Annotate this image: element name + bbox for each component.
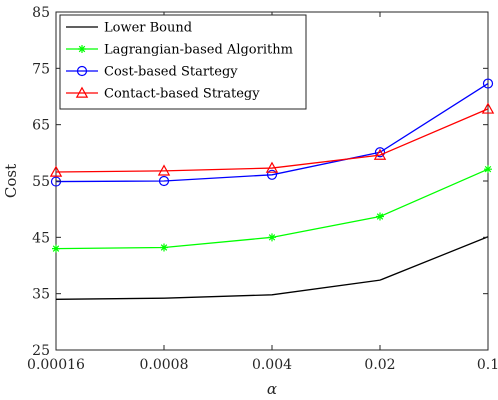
data-point xyxy=(482,78,494,89)
x-tick-label: 0.02 xyxy=(364,357,395,373)
legend-label: Lagrangian-based Algorithm xyxy=(104,43,293,58)
data-point xyxy=(52,244,60,253)
series-layer xyxy=(49,78,495,300)
series-0 xyxy=(55,236,489,300)
data-point xyxy=(481,102,495,114)
y-tick-label: 45 xyxy=(32,230,50,246)
data-point xyxy=(158,175,170,187)
x-tick-label: 0.0008 xyxy=(140,357,189,373)
y-tick-label: 35 xyxy=(32,287,50,303)
legend-marker xyxy=(78,45,86,53)
data-point xyxy=(373,148,387,160)
x-tick-label: 0.00016 xyxy=(27,357,85,373)
y-tick-label: 85 xyxy=(32,5,50,21)
data-point xyxy=(376,212,384,221)
data-point xyxy=(265,161,279,173)
series-line xyxy=(55,108,489,173)
series-line xyxy=(55,236,489,300)
data-point xyxy=(50,176,62,187)
legend-marker xyxy=(76,65,88,77)
y-tick-label: 55 xyxy=(32,174,50,190)
legend-label: Cost-based Startegy xyxy=(104,65,238,80)
legend-entry: Lower Bound xyxy=(66,21,192,36)
axis-layer: 25 35 45 55 65 75 85 0.00016 0.0008 0.004 0.02 0.1 xyxy=(27,5,498,373)
x-axis-label: α xyxy=(267,380,277,398)
data-point xyxy=(160,243,168,252)
data-point xyxy=(374,147,386,158)
legend-entry: Lagrangian-based Algorithm xyxy=(66,43,293,58)
legend-label: Contact-based Strategy xyxy=(104,87,260,102)
y-tick-label: 25 xyxy=(32,343,50,359)
series-3 xyxy=(49,102,495,177)
legend-entry: Contact-based Strategy xyxy=(66,87,260,102)
series-2 xyxy=(50,78,494,187)
data-point xyxy=(266,169,278,180)
series-line xyxy=(55,82,489,183)
data-point xyxy=(157,164,171,176)
y-tick-label: 65 xyxy=(32,118,50,134)
legend-marker xyxy=(75,86,89,98)
series-1 xyxy=(52,165,492,253)
legend-box xyxy=(59,14,307,110)
x-tick-label: 0.1 xyxy=(477,357,498,373)
y-tick-label: 75 xyxy=(32,61,50,77)
data-point xyxy=(49,165,63,177)
x-tick-label: 0.004 xyxy=(252,357,292,373)
data-point xyxy=(484,165,492,174)
legend-label: Lower Bound xyxy=(104,21,192,36)
data-point xyxy=(268,233,276,242)
legend-entry: Cost-based Startegy xyxy=(66,65,238,80)
legend: Lower Bound Lagrangian-based Algorithm Cos… xyxy=(59,14,307,110)
y-axis-label: Cost xyxy=(2,164,20,198)
